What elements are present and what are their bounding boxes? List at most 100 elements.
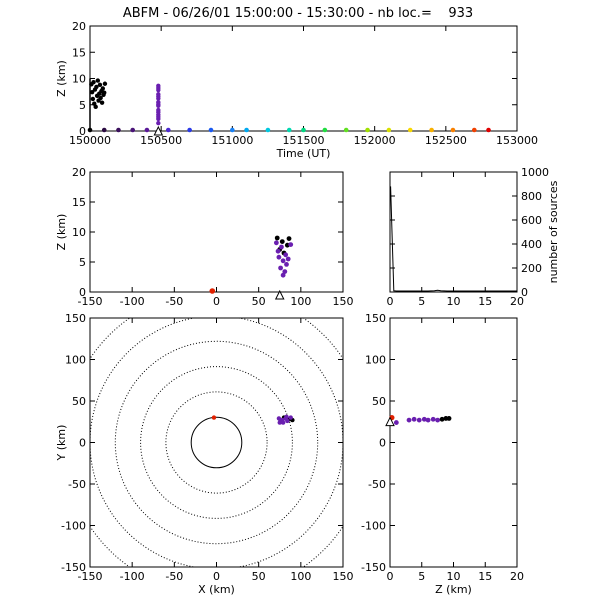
y-tick-label: 100 <box>65 354 86 367</box>
source-point <box>98 95 103 101</box>
time-marker-point <box>87 127 93 133</box>
x-tick-label: 20 <box>510 570 524 583</box>
y-tick-label: 0 <box>79 437 86 450</box>
time-marker-point <box>386 127 392 133</box>
x-tick-label: 50 <box>252 295 266 308</box>
x-tick-label: 0 <box>213 570 220 583</box>
y-tick-label: -50 <box>68 478 86 491</box>
x-tick-label: 151500 <box>283 134 325 147</box>
x-tick-label: -100 <box>120 295 145 308</box>
x-tick-label: 150 <box>333 295 354 308</box>
range-rings <box>90 318 343 567</box>
source-point <box>286 236 292 242</box>
plot-panels: 150000 150500 151000 151500 152000 152500 1530… <box>55 20 560 596</box>
time-height-x-axis-label: Time (UT) <box>276 147 331 160</box>
x-height-panel: -150 -100 -50 0 50 100 150 0 5 10 15 20 Z (km) <box>55 166 354 308</box>
source-point <box>280 272 286 278</box>
y-tick-label: -150 <box>61 561 86 574</box>
y-tick-label: 20 <box>72 20 86 33</box>
source-point <box>416 417 422 423</box>
time-marker-point <box>144 127 150 133</box>
source-point <box>156 120 161 126</box>
y-tick-label: 1000 <box>521 166 549 179</box>
time-marker-point <box>407 127 413 133</box>
y-tick-label: 15 <box>72 46 86 59</box>
source-point <box>156 85 161 91</box>
time-height-panel: 150000 150500 151000 151500 152000 152500 1530… <box>55 20 538 160</box>
source-point <box>91 79 96 85</box>
x-tick-label: 0 <box>213 295 220 308</box>
time-marker-point <box>301 127 306 133</box>
range-ring <box>140 366 293 519</box>
source-point <box>446 416 452 421</box>
time-height-y-axis-label: Z (km) <box>55 60 68 97</box>
figure-title: ABFM - 06/26/01 15:00:00 - 15:30:00 - nb… <box>123 6 473 21</box>
source-point <box>284 262 289 267</box>
time-marker-point <box>165 127 171 133</box>
time-marker-point <box>365 127 370 133</box>
x-tick-label: 100 <box>290 295 311 308</box>
y-tick-label: 20 <box>72 166 86 179</box>
y-tick-label: 0 <box>379 437 386 450</box>
x-tick-label: 15 <box>478 295 492 308</box>
source-point <box>100 86 106 91</box>
y-tick-label: 150 <box>65 312 86 325</box>
height-histogram-y-axis-label: number of sources <box>547 180 560 283</box>
height-histogram-frame <box>389 171 518 293</box>
y-tick-label: 10 <box>72 226 86 239</box>
height-y-panel: 0 5 10 15 20 -150 -100 -50 0 50 100 150 Z (km) <box>361 312 524 596</box>
x-tick-label: -50 <box>165 295 183 308</box>
y-tick-label: 50 <box>372 395 386 408</box>
source-point <box>102 90 107 95</box>
x-height-y-axis-label: Z (km) <box>55 214 68 251</box>
y-tick-label: -100 <box>61 520 86 533</box>
range-ring <box>90 318 343 567</box>
x-tick-label: 10 <box>447 295 461 308</box>
time-marker-point <box>286 127 292 133</box>
time-marker-point <box>322 127 328 133</box>
source-point <box>276 254 282 260</box>
y-tick-label: -50 <box>368 478 386 491</box>
source-point <box>156 109 161 115</box>
station-triangle <box>274 289 285 300</box>
station-point <box>209 288 216 294</box>
x-tick-label: 100 <box>290 570 311 583</box>
y-tick-label: 5 <box>79 256 86 269</box>
time-marker-point <box>130 127 135 133</box>
height-y-frame <box>389 317 518 568</box>
x-tick-label: 150500 <box>140 134 182 147</box>
time-marker-point <box>244 127 249 133</box>
x-tick-label: 10 <box>447 570 461 583</box>
y-tick-label: 0 <box>79 125 86 138</box>
source-point <box>421 416 427 422</box>
source-point <box>274 235 280 241</box>
plan-view-x-axis-label: X (km) <box>198 583 235 596</box>
source-point <box>288 242 294 248</box>
source-point <box>393 420 399 425</box>
x-tick-label: 153000 <box>496 134 538 147</box>
x-tick-label: 151000 <box>211 134 253 147</box>
time-marker-point <box>230 127 235 133</box>
source-point <box>282 269 288 274</box>
x-tick-label: 50 <box>252 570 266 583</box>
time-marker-point <box>116 127 121 133</box>
y-tick-label: 400 <box>521 238 542 251</box>
source-point <box>93 104 98 110</box>
source-point <box>285 256 291 262</box>
range-ring <box>190 416 243 469</box>
y-tick-label: 15 <box>72 196 86 209</box>
source-point <box>288 415 293 420</box>
time-marker-point <box>472 127 477 133</box>
station-triangle <box>385 416 395 427</box>
station-triangle <box>153 125 164 136</box>
x-tick-label: -100 <box>120 570 145 583</box>
y-tick-label: -150 <box>361 561 386 574</box>
source-point <box>439 416 445 422</box>
x-tick-label: 0 <box>387 570 394 583</box>
source-point <box>90 96 96 102</box>
x-tick-label: 5 <box>418 295 425 308</box>
plan-view-y-axis-label: Y (km) <box>55 425 68 462</box>
source-point <box>284 414 289 419</box>
source-point <box>99 100 105 105</box>
x-tick-label: 15 <box>478 570 492 583</box>
